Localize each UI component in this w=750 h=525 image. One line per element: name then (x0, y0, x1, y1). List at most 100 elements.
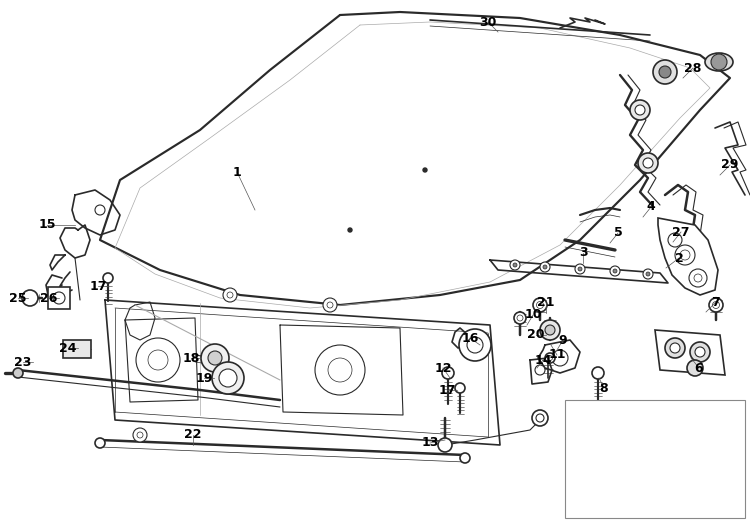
Bar (63, 340, 91, 358)
Circle shape (514, 312, 526, 324)
Circle shape (643, 269, 653, 279)
Circle shape (136, 338, 180, 382)
Text: 19: 19 (195, 372, 213, 384)
Polygon shape (655, 330, 725, 375)
Circle shape (638, 153, 658, 173)
Circle shape (22, 290, 38, 306)
Circle shape (575, 264, 585, 274)
Text: 27: 27 (672, 226, 690, 238)
Text: 26: 26 (40, 291, 58, 304)
Text: 16: 16 (461, 331, 478, 344)
Circle shape (323, 298, 337, 312)
Circle shape (227, 292, 233, 298)
Circle shape (712, 301, 719, 309)
Text: 3: 3 (579, 247, 587, 259)
Circle shape (694, 274, 702, 282)
Circle shape (201, 344, 229, 372)
Text: 6: 6 (694, 362, 703, 374)
Circle shape (208, 351, 222, 365)
Circle shape (578, 267, 582, 271)
Circle shape (133, 428, 147, 442)
Circle shape (680, 250, 690, 260)
Text: 20: 20 (527, 329, 544, 341)
Text: 2: 2 (675, 251, 683, 265)
Text: 5: 5 (614, 226, 622, 239)
Text: 17: 17 (89, 279, 106, 292)
Circle shape (675, 245, 695, 265)
Circle shape (438, 438, 452, 452)
Text: 1: 1 (232, 165, 242, 178)
Circle shape (13, 368, 23, 378)
Circle shape (442, 367, 454, 379)
Circle shape (711, 54, 727, 70)
Circle shape (536, 414, 544, 422)
Text: 24: 24 (59, 341, 76, 354)
Circle shape (467, 337, 483, 353)
Circle shape (668, 233, 682, 247)
Text: 29: 29 (722, 159, 739, 172)
Polygon shape (658, 218, 718, 295)
Circle shape (513, 263, 517, 267)
Circle shape (533, 298, 547, 312)
Circle shape (95, 438, 105, 448)
Text: 28: 28 (684, 61, 702, 75)
Circle shape (455, 383, 465, 393)
Circle shape (315, 345, 365, 395)
Text: 00018760: 00018760 (631, 510, 680, 520)
Text: 10: 10 (524, 309, 542, 321)
Circle shape (689, 269, 707, 287)
Circle shape (536, 301, 544, 309)
Circle shape (665, 338, 685, 358)
Circle shape (137, 432, 143, 438)
Circle shape (592, 367, 604, 379)
Text: 30: 30 (479, 16, 496, 28)
Circle shape (695, 347, 705, 357)
Circle shape (223, 288, 237, 302)
Circle shape (148, 350, 168, 370)
Circle shape (219, 369, 237, 387)
Circle shape (103, 273, 113, 283)
Circle shape (687, 360, 703, 376)
Text: 9: 9 (559, 333, 567, 346)
Text: 21: 21 (537, 297, 555, 310)
Text: 7: 7 (712, 296, 720, 309)
Text: 11: 11 (548, 349, 566, 362)
Circle shape (532, 410, 548, 426)
Text: 23: 23 (14, 355, 32, 369)
Circle shape (459, 329, 491, 361)
Text: 12: 12 (434, 362, 451, 374)
Circle shape (670, 343, 680, 353)
Text: 15: 15 (38, 218, 56, 232)
Circle shape (95, 205, 105, 215)
Circle shape (630, 100, 650, 120)
Circle shape (552, 350, 568, 366)
Circle shape (212, 362, 244, 394)
Bar (48, 287, 70, 309)
Circle shape (643, 158, 653, 168)
Circle shape (610, 266, 620, 276)
Circle shape (635, 105, 645, 115)
Circle shape (53, 292, 65, 304)
Circle shape (423, 168, 427, 172)
Circle shape (328, 358, 352, 382)
Circle shape (646, 272, 650, 276)
Circle shape (460, 453, 470, 463)
Circle shape (543, 265, 547, 269)
Circle shape (540, 262, 550, 272)
Circle shape (548, 355, 553, 361)
Text: 18: 18 (182, 352, 200, 364)
Circle shape (535, 365, 545, 375)
Circle shape (545, 325, 555, 335)
Circle shape (659, 66, 671, 78)
Circle shape (709, 298, 723, 312)
Text: 22: 22 (184, 428, 202, 442)
Text: 13: 13 (422, 436, 439, 449)
Text: 4: 4 (646, 201, 656, 214)
Circle shape (653, 60, 677, 84)
Text: 14: 14 (534, 353, 552, 366)
Bar (565, 400, 745, 518)
Circle shape (327, 302, 333, 308)
Circle shape (517, 315, 523, 321)
Circle shape (348, 228, 352, 232)
Text: 8: 8 (600, 382, 608, 394)
